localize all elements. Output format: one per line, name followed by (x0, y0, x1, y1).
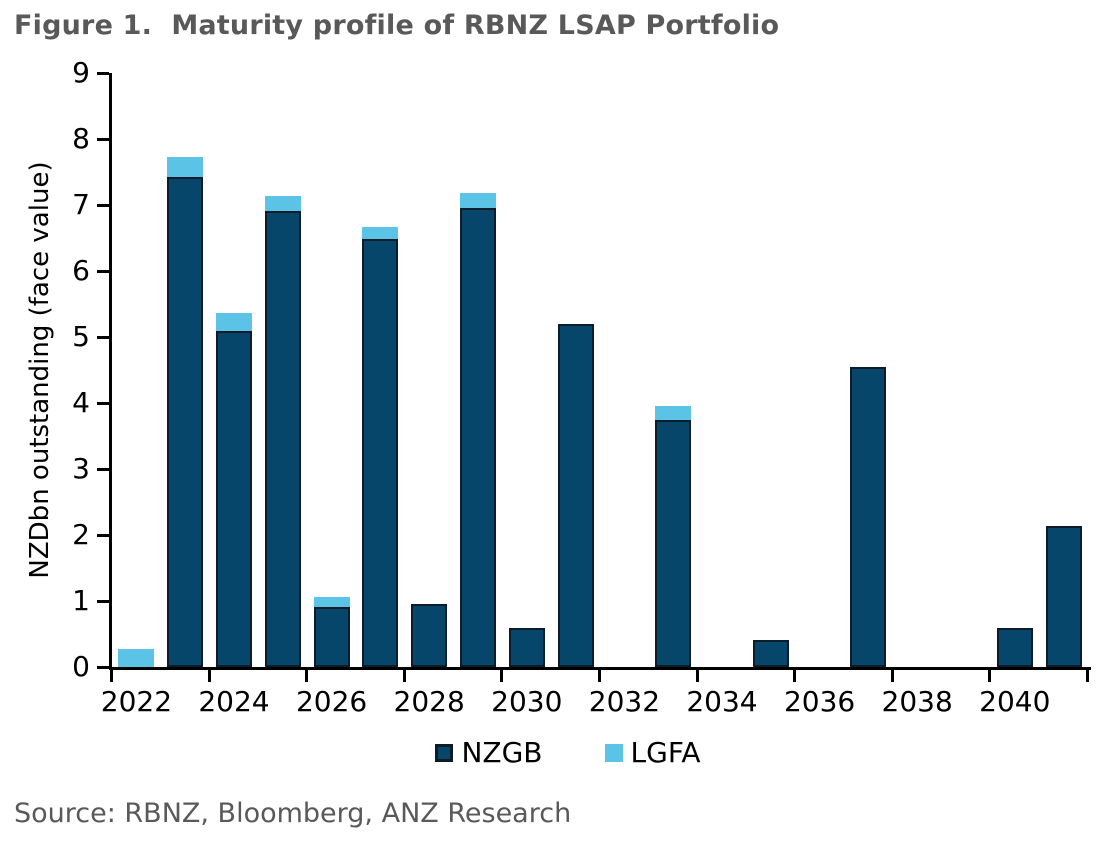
bar-nzgb-2041 (1045, 526, 1082, 667)
x-tick-label: 2040 (979, 685, 1051, 718)
nzgb-swatch-icon (435, 743, 454, 762)
bar-nzgb-2033 (655, 420, 692, 667)
bar-lgfa-2024 (216, 313, 252, 332)
y-tick (97, 468, 109, 471)
source-note: Source: RBNZ, Bloomberg, ANZ Research (14, 798, 572, 829)
y-tick (97, 204, 109, 207)
x-tick (695, 670, 699, 682)
chart-legend: NZGB LGFA (0, 736, 1106, 769)
y-tick (97, 402, 109, 405)
y-tick-label: 6 (72, 254, 90, 287)
x-tick (988, 670, 992, 682)
x-tick-label: 2028 (393, 685, 465, 718)
bar-nzgb-2037 (850, 366, 887, 667)
bar-lgfa-2025 (264, 196, 301, 211)
y-tick-label: 4 (72, 386, 90, 419)
bar-lgfa-2033 (655, 405, 692, 421)
y-tick (97, 600, 109, 603)
y-tick (97, 270, 109, 273)
bar-lgfa-2022 (118, 649, 155, 667)
x-tick (402, 670, 406, 682)
bar-nzgb-2023 (167, 176, 204, 667)
x-tick-label: 2022 (100, 685, 173, 718)
y-tick (97, 138, 109, 141)
y-tick-label: 2 (72, 518, 90, 551)
x-tick (793, 670, 797, 682)
y-tick (97, 72, 109, 75)
x-tick (110, 670, 113, 682)
y-tick (97, 666, 109, 669)
y-tick-label: 9 (72, 56, 90, 89)
x-tick-label: 2032 (588, 685, 661, 718)
y-tick-label: 8 (72, 122, 90, 155)
lgfa-swatch-icon (604, 743, 623, 762)
bar-nzgb-2035 (752, 639, 789, 667)
legend-label-lgfa: LGFA (630, 736, 701, 769)
x-tick-label: 2034 (686, 685, 758, 718)
legend-item-nzgb: NZGB (435, 736, 543, 769)
bar-nzgb-2030 (508, 628, 545, 667)
x-tick (1086, 670, 1089, 682)
x-tick-label: 2038 (881, 685, 953, 718)
x-tick (500, 670, 504, 682)
y-tick-label: 3 (72, 452, 90, 485)
bar-nzgb-2025 (264, 210, 301, 667)
bar-lgfa-2026 (313, 597, 350, 607)
x-axis-line (109, 667, 1091, 670)
x-tick (890, 670, 894, 682)
bar-nzgb-2027 (362, 239, 399, 667)
bar-nzgb-2029 (460, 208, 496, 667)
x-tick-label: 2024 (198, 685, 270, 718)
y-axis-title: NZDbn outstanding (face value) (25, 161, 55, 579)
legend-item-lgfa: LGFA (604, 736, 701, 769)
bar-lgfa-2027 (362, 226, 399, 240)
y-tick (97, 336, 109, 339)
y-tick (97, 534, 109, 537)
x-tick (207, 670, 211, 682)
bar-nzgb-2040 (996, 628, 1033, 667)
y-tick-label: 5 (72, 320, 90, 353)
x-tick-label: 2036 (783, 685, 856, 718)
bar-nzgb-2024 (216, 331, 252, 667)
legend-label-nzgb: NZGB (461, 736, 543, 769)
x-tick (598, 670, 601, 682)
y-axis-line (109, 73, 112, 670)
x-tick-label: 2030 (491, 685, 563, 718)
bar-nzgb-2028 (411, 604, 448, 667)
bar-nzgb-2031 (557, 323, 594, 667)
y-tick-label: 1 (72, 584, 90, 617)
y-tick-label: 0 (72, 650, 90, 683)
chart-title: Figure 1. Maturity profile of RBNZ LSAP … (14, 10, 780, 41)
x-tick (305, 670, 309, 682)
bar-lgfa-2023 (167, 156, 204, 177)
y-tick-label: 7 (72, 188, 90, 221)
bar-lgfa-2029 (460, 193, 496, 209)
x-tick-label: 2026 (295, 685, 368, 718)
bar-nzgb-2026 (313, 606, 350, 667)
